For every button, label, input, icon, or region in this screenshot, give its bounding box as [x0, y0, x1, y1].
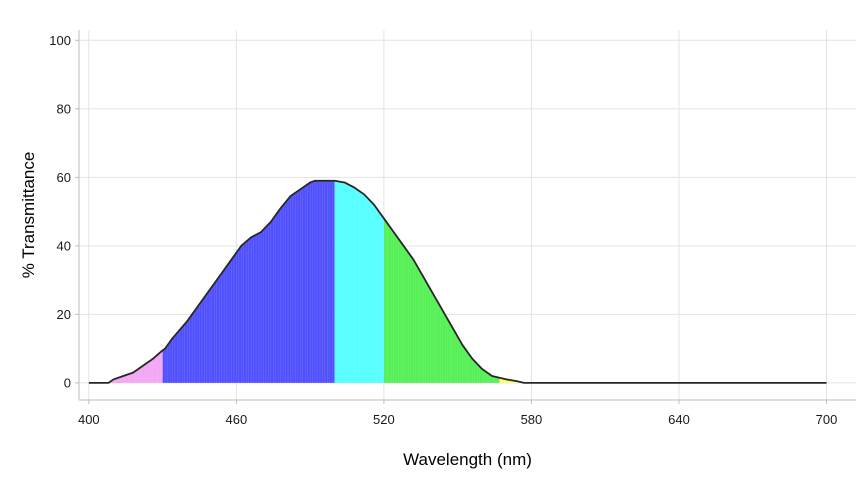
x-tick-label-460: 460 [226, 412, 248, 427]
x-tick-label-640: 640 [668, 412, 690, 427]
y-tick-label-80: 80 [57, 101, 71, 116]
y-axis-title: % Transmittance [19, 152, 38, 279]
band-fill-2 [334, 180, 384, 383]
axes [75, 30, 856, 404]
y-tick-label-20: 20 [57, 307, 71, 322]
x-axis-title: Wavelength (nm) [403, 450, 532, 469]
band-fill-0 [88, 350, 163, 383]
band-fill-4 [499, 377, 532, 383]
y-tick-label-40: 40 [57, 238, 71, 253]
y-tick-label-0: 0 [64, 375, 71, 390]
band-fill-1 [162, 180, 335, 383]
x-tick-label-400: 400 [78, 412, 100, 427]
x-tick-label-700: 700 [816, 412, 838, 427]
x-tick-label-520: 520 [373, 412, 395, 427]
tick-labels: 400 460 520 580 640 700 0 20 40 60 80 100 [49, 33, 837, 427]
x-tick-label-580: 580 [521, 412, 543, 427]
y-tick-label-100: 100 [49, 33, 71, 48]
y-tick-label-60: 60 [57, 170, 71, 185]
transmittance-curve [88, 179, 827, 384]
